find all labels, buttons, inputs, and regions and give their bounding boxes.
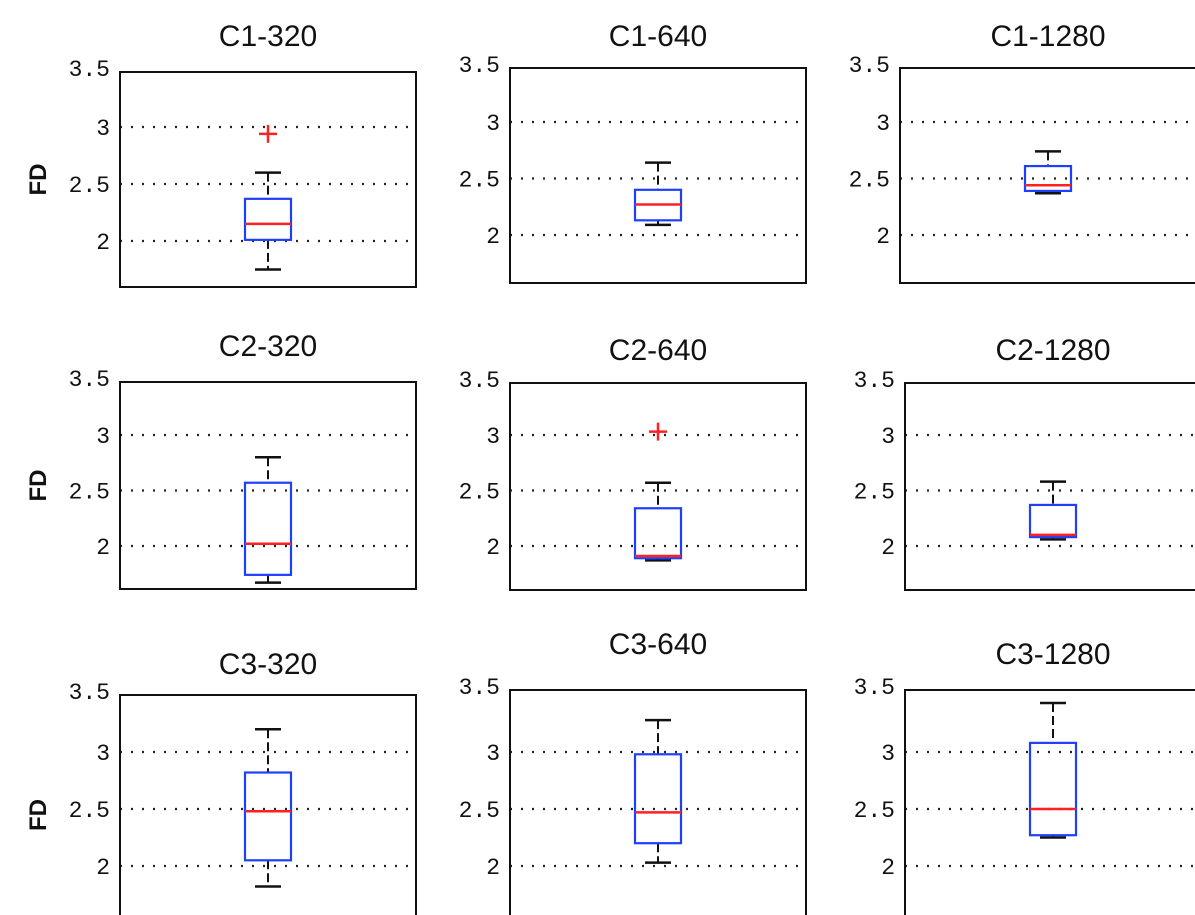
- y-tick-label: 3.5: [854, 368, 895, 394]
- panel-plot-area: [120, 433, 416, 584]
- y-tick-label: 3.5: [459, 53, 500, 79]
- y-tick-label: 3.5: [854, 675, 895, 701]
- panel-c3-320: C3-320 FD 2 2.5 3 3.5: [25, 648, 417, 915]
- panel-plot-area: [905, 701, 1195, 868]
- iqr-box: [1023, 164, 1073, 193]
- panel-title: C2-1280: [995, 334, 1110, 367]
- panel-c1-320: C1-320 FD 2 2.5 3 3.5: [25, 20, 417, 288]
- outlier-marker: [649, 422, 667, 441]
- panel-title: C1-640: [609, 20, 707, 53]
- y-tick-label: 3.5: [459, 368, 500, 394]
- panel-plot-area: [510, 422, 806, 562]
- y-tick-label: 3.5: [849, 53, 890, 79]
- y-tick-label: 3.5: [69, 367, 110, 393]
- y-tick-label: 3.5: [69, 680, 110, 706]
- y-tick-label: 2.5: [69, 173, 110, 199]
- y-tick-label: 3: [881, 741, 895, 767]
- y-tick-label: 2: [486, 224, 500, 250]
- panel-frame: [509, 689, 807, 915]
- iqr-box: [1028, 741, 1078, 837]
- panel-plot-area: [510, 120, 806, 237]
- panel-frame: [899, 67, 1195, 284]
- y-tick-label: 3: [876, 111, 890, 137]
- y-tick-label: 2: [881, 535, 895, 561]
- y-tick-label: 2: [96, 535, 110, 561]
- panel-frame: [119, 694, 417, 915]
- y-axis-label: FD: [25, 470, 52, 502]
- y-tick-label: 2.5: [459, 480, 500, 506]
- panel-plot-area: [510, 718, 806, 868]
- y-tick-label: 2: [96, 855, 110, 881]
- panel-frame: [904, 689, 1195, 915]
- y-tick-label: 3: [96, 116, 110, 142]
- y-tick-label: 3: [486, 741, 500, 767]
- y-tick-label: 3: [486, 424, 500, 450]
- panel-frame: [119, 71, 417, 288]
- panel-title: C1-320: [219, 20, 317, 53]
- panel-frame: [509, 67, 807, 284]
- y-tick-label: 2: [486, 535, 500, 561]
- y-tick-label: 3: [96, 424, 110, 450]
- y-tick-label: 2.5: [459, 798, 500, 824]
- panel-c3-1280: C3-1280 2 2.5 3 3.5: [854, 638, 1195, 915]
- panel-plot-area: [900, 120, 1195, 237]
- panel-title: C2-320: [219, 330, 317, 363]
- y-tick-label: 2: [96, 230, 110, 256]
- panel-title: C2-640: [609, 334, 707, 367]
- panel-c3-640: C3-640 2 2.5 3 3.5: [459, 628, 807, 915]
- panel-title: C1-1280: [990, 20, 1105, 53]
- panel-frame: [904, 382, 1195, 591]
- y-tick-label: 3.5: [69, 57, 110, 83]
- panel-c2-320: C2-320 FD 2 2.5 3 3.5: [25, 330, 417, 590]
- panel-c1-640: C1-640 2 2.5 3 3.5: [459, 20, 807, 284]
- y-tick-label: 2.5: [854, 798, 895, 824]
- y-tick-label: 3.5: [459, 675, 500, 701]
- panel-plot-area: [120, 124, 416, 271]
- panel-c1-1280: C1-1280 2 2.5 3 3.5: [849, 20, 1195, 284]
- iqr-box: [243, 197, 293, 241]
- y-tick-label: 3: [96, 741, 110, 767]
- y-tick-label: 2: [881, 855, 895, 881]
- y-tick-label: 2: [876, 224, 890, 250]
- y-axis-label: FD: [25, 164, 52, 196]
- iqr-box: [1028, 503, 1078, 539]
- panel-plot-area: [905, 433, 1195, 548]
- y-tick-label: 3: [881, 424, 895, 450]
- y-tick-label: 2: [486, 855, 500, 881]
- panel-frame: [119, 381, 417, 590]
- outlier-marker: [259, 124, 277, 143]
- y-tick-label: 2.5: [854, 480, 895, 506]
- y-tick-label: 2.5: [849, 168, 890, 194]
- iqr-box: [243, 481, 293, 576]
- y-axis-label: FD: [25, 799, 52, 831]
- y-tick-label: 3: [486, 111, 500, 137]
- y-tick-label: 2.5: [69, 480, 110, 506]
- panel-title: C3-640: [609, 628, 707, 661]
- iqr-box: [243, 771, 293, 862]
- iqr-box: [633, 507, 683, 560]
- panel-title: C3-1280: [995, 638, 1110, 671]
- panel-title: C3-320: [219, 648, 317, 681]
- panel-plot-area: [120, 727, 416, 888]
- y-tick-label: 2.5: [69, 798, 110, 824]
- panel-c2-640: C2-640 2 2.5 3 3.5: [459, 334, 807, 591]
- y-tick-label: 2.5: [459, 168, 500, 194]
- panel-frame: [509, 382, 807, 591]
- panel-c2-1280: C2-1280 2 2.5 3 3.5: [854, 334, 1195, 591]
- iqr-box: [633, 753, 683, 845]
